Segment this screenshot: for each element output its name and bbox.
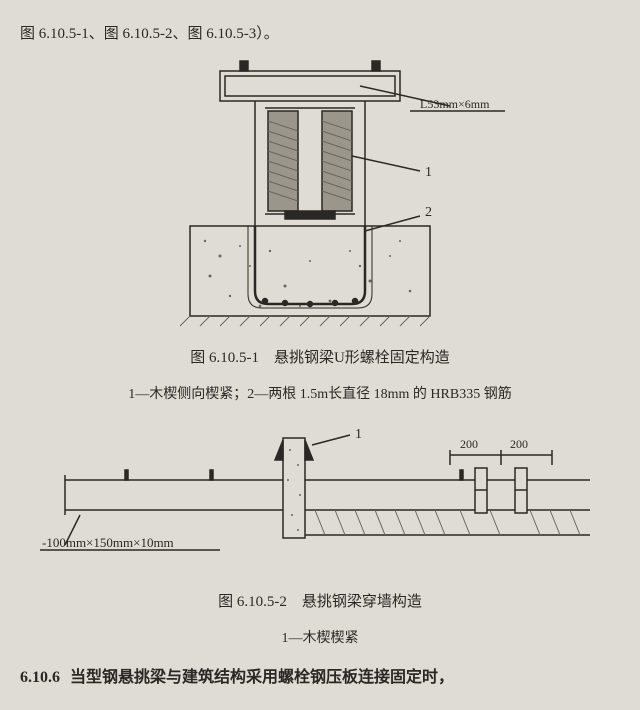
ref-line: 图 6.10.5-1、图 6.10.5-2、图 6.10.5-3）。	[20, 22, 620, 46]
fig1-caption: 图 6.10.5-1 悬挑钢梁U形螺栓固定构造	[20, 346, 620, 370]
fig2-legend: 1—木楔楔紧	[20, 628, 620, 650]
fig1-legend: 1—木楔侧向楔紧；2—两根 1.5m长直径 18mm 的 HRB335 钢筋	[20, 384, 620, 406]
hatched-blocks	[268, 111, 352, 211]
angle-callout: L53mm×6mm	[420, 97, 490, 111]
fig2-caption: 图 6.10.5-2 悬挑钢梁穿墙构造	[20, 590, 620, 614]
figure-2: 1 200 200 -100mm×150mm×10mm	[30, 420, 610, 580]
clause-number: 6.10.6	[20, 665, 60, 691]
label-2: 2	[425, 205, 432, 220]
plate-spec: -100mm×150mm×10mm	[42, 535, 174, 550]
label-1: 1	[425, 165, 432, 180]
clause-body: 当型钢悬挑梁与建筑结构采用螺栓钢压板连接固定时，	[70, 665, 454, 691]
figure-1: L53mm×6mm 1 2	[110, 56, 530, 336]
dim-200a: 200	[460, 437, 478, 451]
fig2-label-1: 1	[355, 427, 362, 442]
dim-200b: 200	[510, 437, 528, 451]
clause-6-10-6: 6.10.6 当型钢悬挑梁与建筑结构采用螺栓钢压板连接固定时，	[20, 665, 620, 691]
